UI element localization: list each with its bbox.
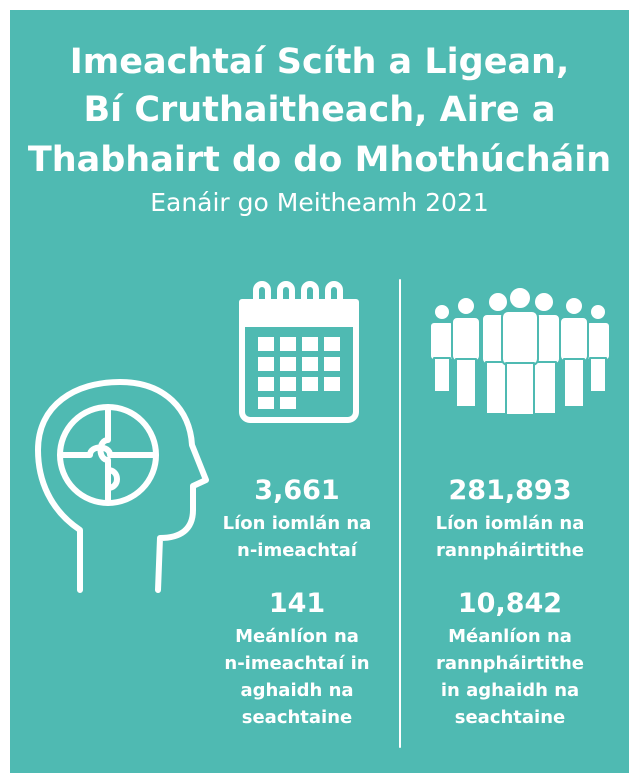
head-puzzle-icon bbox=[35, 379, 209, 593]
stat-label: Méanlíon na bbox=[448, 626, 572, 647]
stat-label: in aghaidh na bbox=[440, 680, 580, 701]
stat-label: seachtaine bbox=[454, 707, 566, 728]
stat-value: 10,842 bbox=[457, 588, 563, 619]
stat-value: 141 bbox=[268, 588, 326, 619]
stat-label: rannpháirtithe bbox=[436, 540, 584, 561]
stat-value: 281,893 bbox=[448, 475, 572, 506]
title-line: Bí Cruthaitheach, Aire a bbox=[83, 90, 556, 130]
stat-label: seachtaine bbox=[241, 707, 353, 728]
stat-label: n-imeachtaí in bbox=[224, 653, 370, 674]
subtitle: Eanáir go Meitheamh 2021 bbox=[150, 188, 489, 217]
stat-label: aghaidh na bbox=[240, 680, 354, 701]
stat-value: 3,661 bbox=[254, 475, 340, 506]
stat-label: Meánlíon na bbox=[235, 626, 359, 647]
stat-label: Líon iomlán na bbox=[222, 513, 372, 534]
infographic-panel: Imeachtaí Scíth a Ligean, Bí Cruthaithea… bbox=[10, 10, 629, 773]
title-line: Thabhairt do do Mhothúcháin bbox=[27, 140, 612, 180]
stat-label: rannpháirtithe bbox=[436, 653, 584, 674]
calendar-icon bbox=[239, 281, 359, 423]
stat-label: Líon iomlán na bbox=[435, 513, 585, 534]
people-icon bbox=[429, 286, 611, 416]
stat-label: n-imeachtaí bbox=[237, 540, 357, 561]
title-line: Imeachtaí Scíth a Ligean, bbox=[69, 42, 570, 82]
icons bbox=[35, 279, 611, 748]
